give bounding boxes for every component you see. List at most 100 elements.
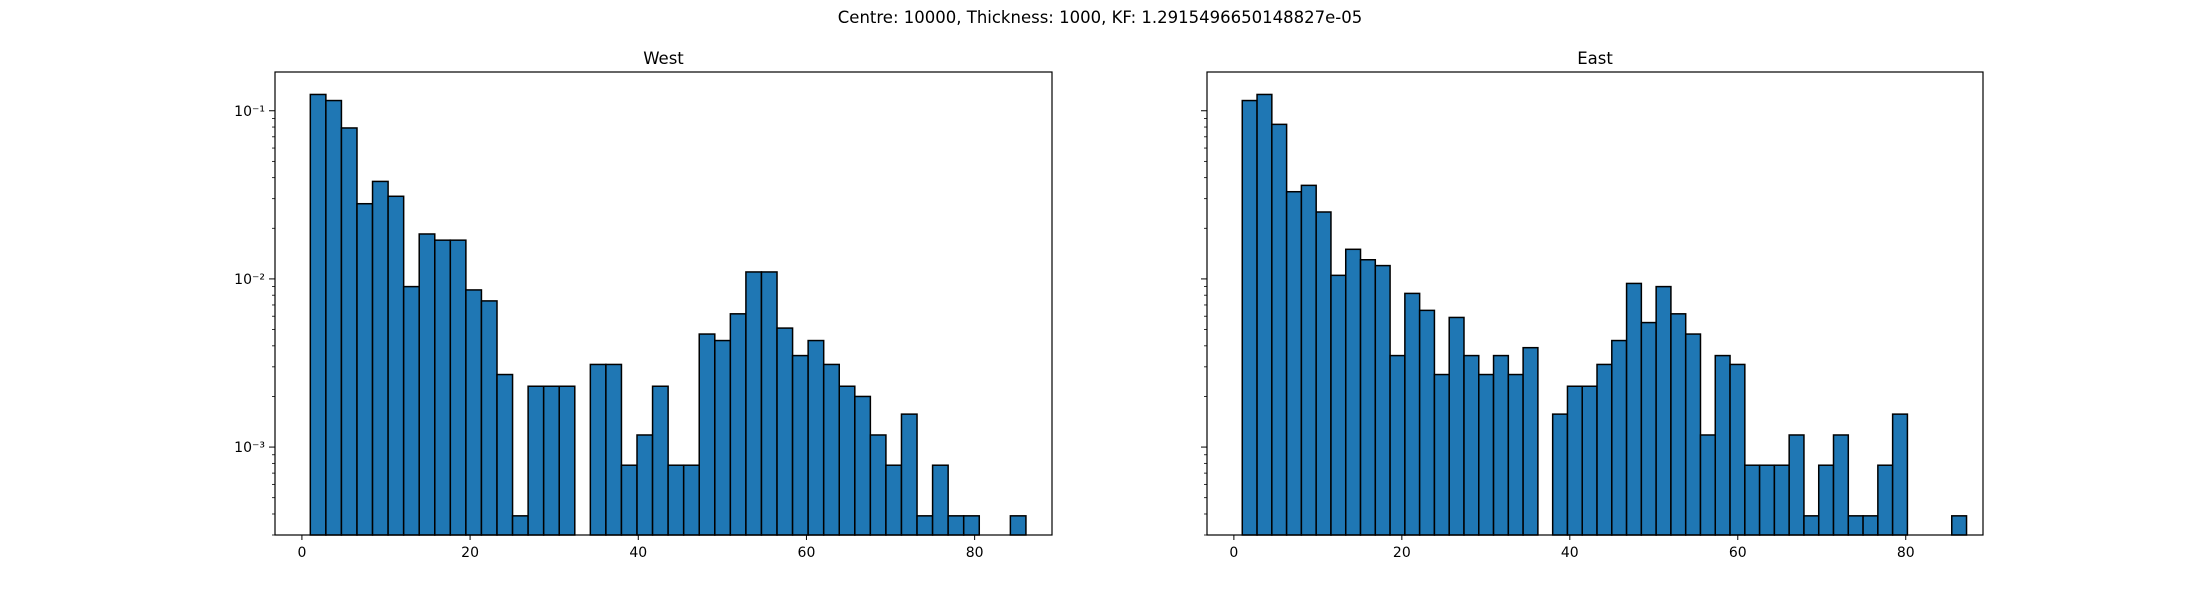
histogram-bar	[1684, 333, 1702, 536]
histogram-bar	[465, 289, 483, 536]
histogram-bar	[558, 385, 576, 536]
histogram-bar	[745, 271, 763, 536]
histogram-bar	[340, 127, 358, 536]
histogram-bar	[434, 239, 452, 536]
histogram-bar	[620, 464, 638, 536]
axes-title: East	[1577, 49, 1613, 68]
histogram-bar	[900, 413, 918, 536]
histogram-bar	[682, 464, 700, 536]
y-tick-label: 10⁻³	[234, 440, 265, 456]
histogram-bar	[1330, 274, 1347, 536]
histogram-bar	[1729, 363, 1746, 536]
histogram-bar	[1891, 413, 1909, 536]
histogram-bar	[1596, 363, 1613, 536]
histogram-bar	[1951, 515, 1968, 536]
histogram-bar	[1817, 464, 1835, 536]
histogram-bar	[1478, 373, 1495, 536]
histogram-bar	[1655, 285, 1672, 536]
x-tick-label: 80	[1897, 545, 1915, 561]
east-histogram-panel: East 0 20 40 60 80	[1201, 49, 1984, 561]
histogram-bar	[714, 339, 732, 536]
histogram-bar	[1773, 464, 1790, 536]
histogram-bar	[1374, 264, 1391, 536]
histogram-bar	[402, 285, 420, 536]
histogram-bar	[589, 363, 607, 536]
histogram-bar	[698, 333, 716, 536]
west-histogram-panel: West 0 20 40 60 80 10⁻³ 10⁻² 10⁻¹	[234, 49, 1053, 561]
histogram-bar	[1744, 464, 1761, 536]
histogram-bar	[1492, 354, 1510, 536]
histogram-bar	[325, 99, 343, 536]
x-tick-label: 0	[1229, 545, 1238, 561]
histogram-bar	[947, 515, 965, 536]
histogram-bar	[838, 385, 856, 536]
histogram-bar	[1522, 346, 1539, 536]
histogram-bar	[854, 395, 872, 536]
histogram-bar	[309, 93, 327, 536]
histogram-bar	[356, 202, 374, 536]
histogram-bar	[807, 339, 825, 536]
histogram-bar	[496, 373, 514, 536]
x-tick-label: 80	[966, 545, 984, 561]
histogram-bar	[1862, 515, 1879, 536]
histogram-bar	[1463, 354, 1480, 536]
histogram-bar	[387, 195, 405, 536]
histogram-bar	[1581, 385, 1598, 536]
histogram-bar	[931, 464, 949, 536]
y-tick-label: 10⁻²	[234, 272, 265, 288]
histogram-bar	[791, 354, 809, 536]
histogram-bar	[1507, 373, 1524, 536]
histogram-bar	[1699, 434, 1717, 536]
histogram-bar	[605, 363, 623, 536]
histogram-bar	[1404, 292, 1421, 536]
axes-title: West	[643, 49, 684, 68]
histogram-bar	[1832, 434, 1850, 536]
histogram-bar	[869, 434, 887, 536]
histogram-bar	[1389, 354, 1406, 536]
histogram-bar	[667, 464, 685, 536]
histogram-bar	[1877, 464, 1894, 536]
x-tick-label: 0	[297, 545, 306, 561]
histogram-bar	[916, 515, 934, 536]
histogram-bar	[1418, 309, 1436, 536]
histogram-bar	[1300, 184, 1317, 536]
histogram-bar	[1344, 248, 1362, 536]
histogram-bar	[885, 464, 903, 536]
histogram-bar	[1433, 373, 1450, 536]
histogram-bar	[449, 239, 467, 536]
histogram-bar	[511, 515, 529, 536]
histogram-bar	[480, 300, 498, 536]
histogram-bar	[527, 385, 545, 536]
histogram-bar	[822, 363, 840, 536]
histogram-bar	[542, 385, 560, 536]
histogram-bar	[1625, 282, 1643, 536]
histogram-bar	[1285, 190, 1303, 536]
y-tick-label: 10⁻¹	[234, 104, 265, 120]
histogram-bar	[1271, 123, 1288, 536]
x-tick-label: 40	[1561, 545, 1579, 561]
histogram-bar	[729, 313, 747, 536]
histogram-bar	[1640, 321, 1657, 536]
histogram-bar	[1551, 413, 1569, 536]
axes-frame	[274, 71, 1053, 536]
histogram-bar	[1758, 464, 1776, 536]
histogram-bar	[1803, 515, 1820, 536]
histogram-bar	[760, 271, 778, 536]
figure-title: Centre: 10000, Thickness: 1000, KF: 1.29…	[837, 8, 1363, 27]
histogram-bar	[1448, 316, 1465, 536]
histogram-bar	[651, 385, 669, 536]
histogram-bar	[1315, 211, 1332, 536]
histogram-bar	[1670, 313, 1687, 536]
x-tick-label: 60	[1729, 545, 1747, 561]
histogram-bar	[371, 180, 389, 536]
x-tick-label: 60	[798, 545, 816, 561]
histogram-bar	[418, 233, 436, 536]
x-tick-label: 20	[461, 545, 479, 561]
histogram-bar	[1359, 259, 1377, 536]
axes-frame	[1206, 71, 1984, 536]
x-tick-label: 20	[1393, 545, 1411, 561]
histogram-bar	[1009, 515, 1027, 536]
histogram-bar	[962, 515, 981, 536]
histogram-bar	[1256, 93, 1273, 536]
